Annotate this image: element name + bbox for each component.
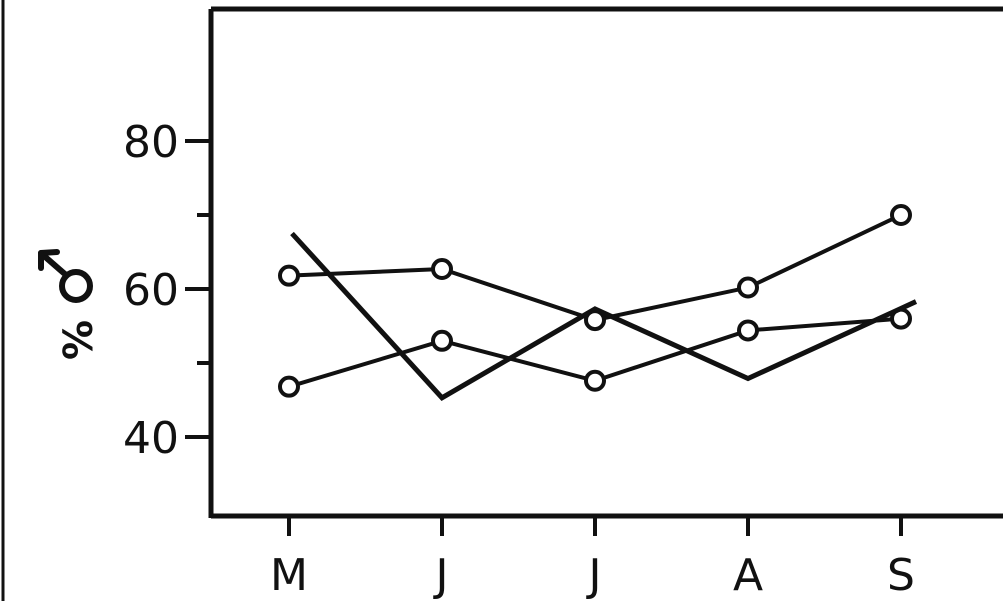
series-line-3	[290, 231, 918, 401]
x-tick-label-1: J	[433, 550, 449, 601]
series-2-point-1	[431, 329, 453, 352]
series-layer	[278, 204, 918, 401]
series-1-point-1	[431, 258, 453, 281]
series-1-point-3	[737, 276, 759, 299]
y-axis-title: %	[38, 249, 102, 360]
y-axis-label: %	[56, 320, 102, 360]
axis-ticks: 40 60 80 M J J A S	[123, 117, 915, 601]
series-2-point-0	[278, 375, 300, 398]
y-tick-label-80: 80	[123, 117, 179, 168]
x-tick-label-0: M	[270, 550, 308, 601]
x-tick-label-4: S	[887, 550, 915, 601]
male-symbol-icon	[38, 249, 93, 303]
x-tick-label-2: J	[586, 550, 602, 601]
series-2-point-3	[737, 319, 759, 342]
series-1-point-4	[890, 204, 912, 226]
series-2-point-2	[584, 369, 606, 392]
y-tick-label-60: 60	[123, 265, 179, 316]
series-1-point-0	[278, 264, 300, 287]
y-tick-label-40: 40	[123, 413, 179, 464]
x-tick-label-3: A	[733, 550, 763, 601]
